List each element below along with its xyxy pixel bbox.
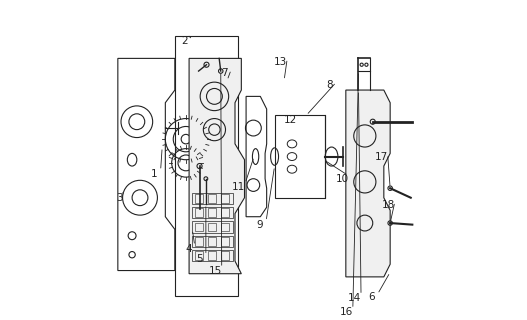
Polygon shape	[346, 90, 390, 277]
Text: 5: 5	[196, 253, 203, 263]
Bar	[196, 251, 203, 260]
Bar	[192, 207, 233, 218]
Bar	[221, 237, 229, 245]
Bar	[208, 209, 216, 217]
Bar	[221, 223, 229, 231]
Bar	[221, 251, 229, 260]
Bar	[196, 209, 203, 217]
Bar	[275, 116, 325, 198]
Bar	[221, 194, 229, 203]
Text: 12: 12	[284, 115, 297, 125]
Bar	[196, 237, 203, 245]
Bar	[221, 209, 229, 217]
Text: 6: 6	[368, 292, 375, 302]
Text: 17: 17	[375, 152, 388, 162]
Text: 7: 7	[221, 68, 228, 78]
Text: 16: 16	[340, 307, 353, 317]
Text: 11: 11	[232, 182, 246, 192]
Text: 15: 15	[209, 266, 222, 276]
Bar	[192, 236, 233, 247]
Text: 3: 3	[116, 193, 123, 203]
Text: 4: 4	[185, 244, 192, 254]
Polygon shape	[246, 96, 267, 217]
Bar	[208, 194, 216, 203]
Text: 14: 14	[348, 293, 362, 303]
Bar	[192, 250, 233, 261]
Text: 13: 13	[274, 57, 288, 67]
Bar	[196, 194, 203, 203]
Text: 1: 1	[151, 169, 158, 179]
Bar	[192, 193, 233, 204]
Text: 10: 10	[336, 174, 348, 184]
Text: 9: 9	[257, 220, 263, 230]
Bar	[208, 223, 216, 231]
Bar	[192, 221, 233, 233]
Bar	[208, 251, 216, 260]
Polygon shape	[118, 58, 175, 270]
Text: 8: 8	[327, 80, 333, 90]
Bar	[196, 223, 203, 231]
Bar	[208, 237, 216, 245]
Polygon shape	[189, 58, 245, 274]
Text: 18: 18	[382, 200, 395, 210]
Bar	[175, 36, 238, 296]
Text: 2: 2	[181, 36, 188, 46]
